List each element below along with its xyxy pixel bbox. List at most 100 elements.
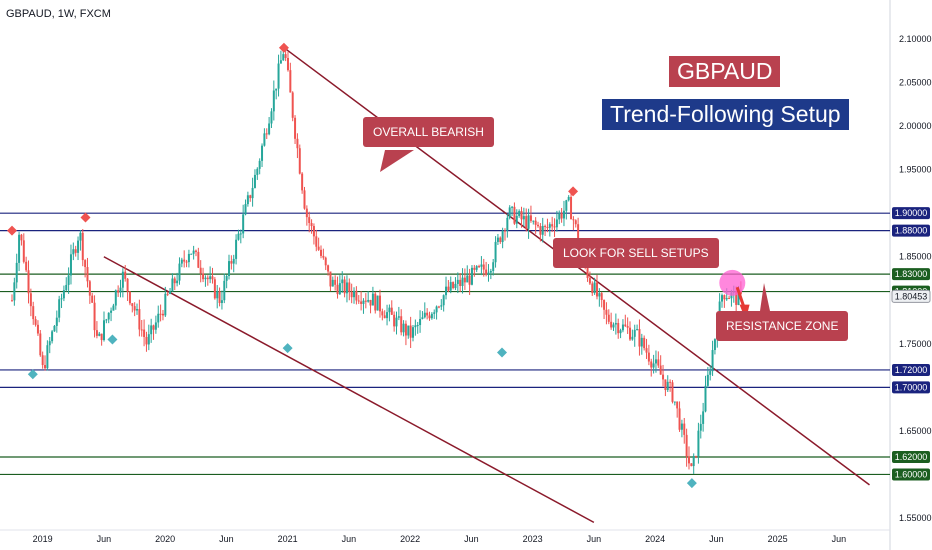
candle-body bbox=[482, 264, 485, 270]
candle-body bbox=[143, 329, 146, 337]
candle-body bbox=[480, 264, 483, 267]
candle-body bbox=[166, 293, 169, 295]
candle-body bbox=[411, 327, 414, 338]
candle-body bbox=[626, 326, 629, 328]
y-tick-label: 2.05000 bbox=[899, 78, 932, 88]
candle-body bbox=[706, 374, 709, 386]
candle-body bbox=[253, 174, 256, 188]
candle-body bbox=[95, 330, 98, 336]
candle-body bbox=[58, 299, 61, 318]
candle-body bbox=[355, 290, 358, 301]
candle-body bbox=[671, 382, 674, 402]
level-badge bbox=[892, 224, 930, 237]
touch-point-circle bbox=[719, 269, 746, 296]
candle-body bbox=[511, 206, 514, 208]
candle-body bbox=[654, 359, 657, 364]
candle-body bbox=[600, 293, 603, 300]
candle-body bbox=[544, 225, 547, 228]
candle-body bbox=[378, 295, 381, 312]
candle-body bbox=[461, 277, 464, 286]
candle-body bbox=[32, 306, 35, 320]
candle-body bbox=[46, 345, 49, 369]
y-tick-label: 2.00000 bbox=[899, 121, 932, 131]
candle-body bbox=[577, 224, 580, 242]
candle-body bbox=[709, 371, 712, 375]
candle-body bbox=[636, 329, 639, 331]
candle-body bbox=[463, 277, 466, 283]
candle-body bbox=[546, 227, 549, 229]
candle-body bbox=[572, 219, 575, 221]
x-tick-label: 2020 bbox=[155, 534, 175, 544]
candle-body bbox=[187, 253, 190, 263]
level-badge-label: 1.60000 bbox=[895, 469, 928, 479]
y-tick-label: 1.85000 bbox=[899, 252, 932, 262]
candle-body bbox=[353, 290, 356, 298]
candle-body bbox=[117, 290, 120, 293]
candle-body bbox=[327, 265, 330, 272]
candle-body bbox=[338, 283, 341, 295]
candle-body bbox=[341, 279, 344, 284]
candle-body bbox=[598, 293, 601, 297]
candle-body bbox=[362, 300, 365, 304]
candle-body bbox=[518, 211, 521, 216]
candle-body bbox=[350, 291, 353, 298]
candle-body bbox=[176, 280, 179, 284]
candle-body bbox=[183, 259, 186, 262]
candle-body bbox=[246, 195, 249, 205]
candle-body bbox=[470, 267, 473, 285]
candle-body bbox=[666, 381, 669, 391]
candle-body bbox=[303, 190, 306, 209]
candle-body bbox=[93, 302, 96, 331]
candle-body bbox=[133, 306, 136, 311]
swing-high-marker bbox=[278, 42, 289, 53]
candle-body bbox=[263, 133, 266, 146]
candle-body bbox=[711, 350, 714, 372]
candle-body bbox=[423, 312, 426, 318]
candle-body bbox=[728, 298, 731, 300]
candle-body bbox=[499, 237, 502, 243]
candle-body bbox=[282, 54, 285, 61]
candle-body bbox=[520, 211, 523, 220]
swing-high-marker bbox=[80, 212, 91, 223]
candle-body bbox=[685, 434, 688, 457]
level-badge bbox=[892, 381, 930, 394]
candle-body bbox=[704, 385, 707, 412]
candle-body bbox=[456, 279, 459, 284]
candle-body bbox=[522, 216, 525, 220]
candle-body bbox=[48, 341, 51, 346]
level-badge-label: 1.62000 bbox=[895, 452, 928, 462]
candle-body bbox=[501, 230, 504, 243]
candle-body bbox=[192, 250, 195, 254]
candle-body bbox=[91, 295, 94, 303]
candle-body bbox=[100, 333, 103, 341]
candle-body bbox=[697, 430, 700, 457]
candle-body bbox=[310, 223, 313, 227]
candle-body bbox=[664, 379, 667, 391]
candle-body bbox=[659, 365, 662, 375]
swing-low-marker bbox=[497, 347, 507, 358]
candle-body bbox=[312, 226, 315, 237]
x-tick-label: 2025 bbox=[768, 534, 788, 544]
candle-body bbox=[343, 279, 346, 294]
current-price-badge bbox=[891, 289, 931, 303]
x-tick-label: Jun bbox=[342, 534, 357, 544]
candle-body bbox=[34, 319, 37, 325]
candle-body bbox=[154, 322, 157, 330]
candle-body bbox=[515, 215, 518, 224]
candle-body bbox=[36, 324, 39, 334]
candle-body bbox=[169, 291, 172, 294]
candle-body bbox=[548, 224, 551, 228]
candle-body bbox=[612, 324, 615, 328]
candle-body bbox=[421, 317, 424, 319]
candle-body bbox=[334, 279, 337, 285]
level-badge-label: 1.83000 bbox=[895, 269, 928, 279]
candle-body bbox=[496, 237, 499, 242]
candle-body bbox=[185, 261, 188, 263]
candle-body bbox=[114, 290, 117, 306]
candle-body bbox=[324, 257, 327, 266]
candle-body bbox=[84, 260, 87, 268]
candle-body bbox=[301, 173, 304, 191]
candle-body bbox=[213, 279, 216, 299]
x-tick-label: Jun bbox=[219, 534, 234, 544]
